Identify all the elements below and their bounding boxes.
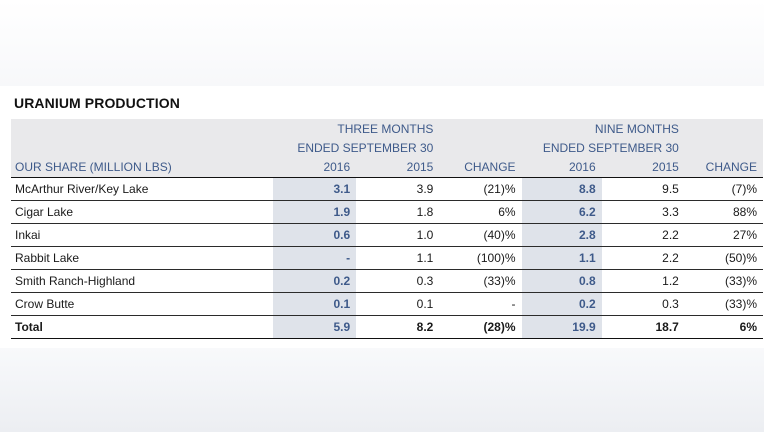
header-blank <box>439 119 521 138</box>
total-2016-three-months: 5.9 <box>272 315 357 339</box>
value-2015-nine-months: 2.2 <box>601 223 685 247</box>
total-2015-nine-months: 18.7 <box>601 315 685 339</box>
header-three-months-line2: ENDED SEPTEMBER 30 <box>297 140 434 155</box>
value-2016-nine-months: 0.8 <box>521 269 602 293</box>
header-col-change-three-months: CHANGE <box>464 160 516 174</box>
header-col-2015-three-months: 2015 <box>406 160 434 174</box>
change-nine-months: 88% <box>684 200 763 224</box>
value-2016-nine-months: 6.2 <box>521 200 602 224</box>
value-2016-nine-months: 8.8 <box>521 177 602 201</box>
value-2016-three-months: 3.1 <box>272 177 357 201</box>
value-2015-nine-months: 2.2 <box>601 246 685 270</box>
total-change-three-months: (28)% <box>439 315 522 339</box>
change-three-months: (21)% <box>439 177 522 201</box>
value-2015-three-months: 3.9 <box>356 177 440 201</box>
change-three-months: (33)% <box>439 269 522 293</box>
change-three-months: (40)% <box>439 223 522 247</box>
header-row-columns: OUR SHARE (MILLION LBS) 2016 2015 CHANGE… <box>11 157 763 178</box>
change-nine-months: 27% <box>684 223 763 247</box>
value-2015-three-months: 1.1 <box>356 246 440 270</box>
value-2015-nine-months: 9.5 <box>601 177 685 201</box>
change-three-months: 6% <box>439 200 522 224</box>
value-2015-nine-months: 1.2 <box>601 269 685 293</box>
mine-name: Inkai <box>11 223 273 247</box>
value-2016-nine-months: 0.2 <box>521 292 602 316</box>
header-row-label: OUR SHARE (MILLION LBS) <box>15 160 172 174</box>
header-blank <box>685 138 763 157</box>
change-three-months: (100)% <box>439 246 522 270</box>
header-nine-months-line1: NINE MONTHS <box>594 121 679 136</box>
mine-name: Crow Butte <box>11 292 273 316</box>
value-2015-three-months: 1.8 <box>356 200 440 224</box>
table-row: Cigar Lake 1.9 1.8 6% 6.2 3.3 88% <box>11 200 763 224</box>
page-title: URANIUM PRODUCTION <box>14 95 180 111</box>
table-row: Inkai 0.6 1.0 (40)% 2.8 2.2 27% <box>11 223 763 247</box>
mine-name: Smith Ranch-Highland <box>11 269 273 293</box>
table-header: THREE MONTHS NINE MONTHS ENDED SEPTEMBER… <box>11 119 763 178</box>
header-nine-months-line2: ENDED SEPTEMBER 30 <box>542 140 679 155</box>
table-body: McArthur River/Key Lake 3.1 3.9 (21)% 8.… <box>11 177 763 339</box>
value-2015-three-months: 1.0 <box>356 223 440 247</box>
value-2016-three-months: - <box>272 246 357 270</box>
value-2015-three-months: 0.1 <box>356 292 440 316</box>
total-label: Total <box>11 315 273 339</box>
table-row: McArthur River/Key Lake 3.1 3.9 (21)% 8.… <box>11 177 763 201</box>
change-nine-months: (33)% <box>684 292 763 316</box>
total-row: Total 5.9 8.2 (28)% 19.9 18.7 6% <box>11 315 763 339</box>
table-row: Crow Butte 0.1 0.1 - 0.2 0.3 (33)% <box>11 292 763 316</box>
change-nine-months: (7)% <box>684 177 763 201</box>
change-nine-months: (50)% <box>684 246 763 270</box>
header-col-2016-three-months: 2016 <box>323 160 351 174</box>
mine-name: Cigar Lake <box>11 200 273 224</box>
total-2015-three-months: 8.2 <box>356 315 440 339</box>
header-blank <box>439 138 521 157</box>
header-blank <box>11 119 273 138</box>
table-row: Smith Ranch-Highland 0.2 0.3 (33)% 0.8 1… <box>11 269 763 293</box>
change-nine-months: (33)% <box>684 269 763 293</box>
value-2016-three-months: 1.9 <box>272 200 357 224</box>
header-blank <box>685 119 763 138</box>
header-blank <box>11 138 273 157</box>
header-row-group-line1: THREE MONTHS NINE MONTHS <box>11 119 763 138</box>
value-2015-nine-months: 3.3 <box>601 200 685 224</box>
value-2016-three-months: 0.2 <box>272 269 357 293</box>
header-col-change-nine-months: CHANGE <box>705 160 757 174</box>
header-col-2016-nine-months: 2016 <box>568 160 596 174</box>
table-row: Rabbit Lake - 1.1 (100)% 1.1 2.2 (50)% <box>11 246 763 270</box>
value-2015-three-months: 0.3 <box>356 269 440 293</box>
page-background-bottom <box>0 348 764 432</box>
header-row-group-line2: ENDED SEPTEMBER 30 ENDED SEPTEMBER 30 <box>11 138 763 157</box>
mine-name: Rabbit Lake <box>11 246 273 270</box>
total-change-nine-months: 6% <box>684 315 763 339</box>
uranium-production-table: THREE MONTHS NINE MONTHS ENDED SEPTEMBER… <box>11 119 763 339</box>
page-background-top <box>0 0 764 86</box>
value-2016-three-months: 0.1 <box>272 292 357 316</box>
mine-name: McArthur River/Key Lake <box>11 177 273 201</box>
value-2016-three-months: 0.6 <box>272 223 357 247</box>
change-three-months: - <box>439 292 522 316</box>
header-col-2015-nine-months: 2015 <box>652 160 679 174</box>
total-2016-nine-months: 19.9 <box>521 315 602 339</box>
value-2016-nine-months: 2.8 <box>521 223 602 247</box>
value-2016-nine-months: 1.1 <box>521 246 602 270</box>
value-2015-nine-months: 0.3 <box>601 292 685 316</box>
header-three-months-line1: THREE MONTHS <box>337 121 434 136</box>
